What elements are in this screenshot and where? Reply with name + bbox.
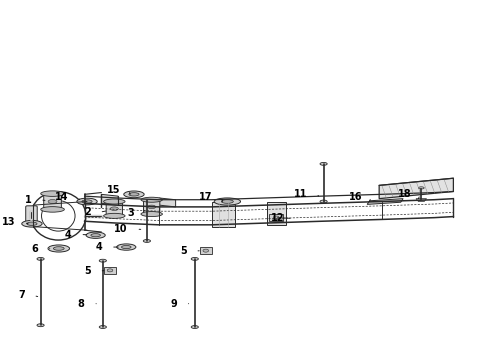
Text: 15: 15 — [107, 185, 121, 195]
Polygon shape — [416, 199, 427, 202]
Text: 9: 9 — [171, 299, 177, 309]
Text: 10: 10 — [114, 224, 128, 234]
FancyBboxPatch shape — [25, 206, 37, 226]
Text: 11: 11 — [294, 189, 307, 199]
Ellipse shape — [99, 325, 106, 328]
Text: 18: 18 — [398, 189, 412, 199]
Polygon shape — [159, 198, 175, 207]
Ellipse shape — [82, 200, 92, 203]
Text: 6: 6 — [31, 244, 38, 254]
Polygon shape — [270, 214, 283, 221]
Ellipse shape — [147, 205, 156, 209]
Ellipse shape — [191, 257, 198, 260]
Ellipse shape — [203, 249, 209, 252]
Ellipse shape — [418, 187, 424, 189]
Ellipse shape — [141, 197, 162, 202]
Text: 4: 4 — [96, 242, 102, 252]
Polygon shape — [199, 247, 212, 254]
Polygon shape — [212, 202, 236, 226]
Ellipse shape — [141, 212, 162, 217]
Ellipse shape — [41, 191, 64, 197]
Polygon shape — [379, 178, 453, 199]
Text: 1: 1 — [24, 195, 31, 205]
Ellipse shape — [320, 200, 327, 203]
Text: 5: 5 — [84, 266, 91, 276]
Polygon shape — [267, 202, 286, 225]
Text: 5: 5 — [180, 246, 187, 256]
Ellipse shape — [124, 191, 144, 198]
Ellipse shape — [214, 198, 241, 205]
Ellipse shape — [103, 213, 125, 219]
Ellipse shape — [191, 325, 198, 328]
Ellipse shape — [53, 247, 64, 250]
FancyBboxPatch shape — [106, 201, 122, 217]
Text: 7: 7 — [18, 291, 25, 301]
Ellipse shape — [110, 207, 119, 211]
Ellipse shape — [22, 220, 42, 227]
Polygon shape — [101, 194, 118, 205]
Ellipse shape — [91, 234, 100, 237]
Ellipse shape — [273, 216, 279, 219]
Polygon shape — [367, 199, 403, 204]
Ellipse shape — [103, 199, 125, 204]
Ellipse shape — [41, 207, 64, 212]
Ellipse shape — [99, 259, 106, 262]
Ellipse shape — [122, 246, 131, 249]
Text: 3: 3 — [127, 208, 134, 218]
Ellipse shape — [77, 198, 97, 205]
FancyBboxPatch shape — [44, 193, 61, 211]
Ellipse shape — [129, 193, 139, 196]
Text: 12: 12 — [271, 213, 284, 223]
FancyBboxPatch shape — [144, 199, 160, 215]
Ellipse shape — [107, 269, 113, 272]
Ellipse shape — [37, 257, 44, 260]
Ellipse shape — [117, 244, 136, 250]
Text: 4: 4 — [65, 230, 72, 239]
Text: 16: 16 — [349, 192, 363, 202]
Ellipse shape — [221, 200, 233, 203]
Text: 17: 17 — [199, 192, 213, 202]
Ellipse shape — [37, 324, 44, 327]
Ellipse shape — [48, 245, 70, 252]
Polygon shape — [104, 267, 116, 274]
Ellipse shape — [27, 222, 37, 225]
Text: 2: 2 — [84, 207, 91, 217]
Ellipse shape — [320, 162, 327, 165]
Text: 8: 8 — [78, 299, 85, 309]
Text: 13: 13 — [1, 217, 15, 227]
Ellipse shape — [48, 199, 57, 203]
Text: 14: 14 — [55, 192, 69, 202]
Ellipse shape — [86, 232, 105, 238]
Ellipse shape — [143, 239, 150, 242]
